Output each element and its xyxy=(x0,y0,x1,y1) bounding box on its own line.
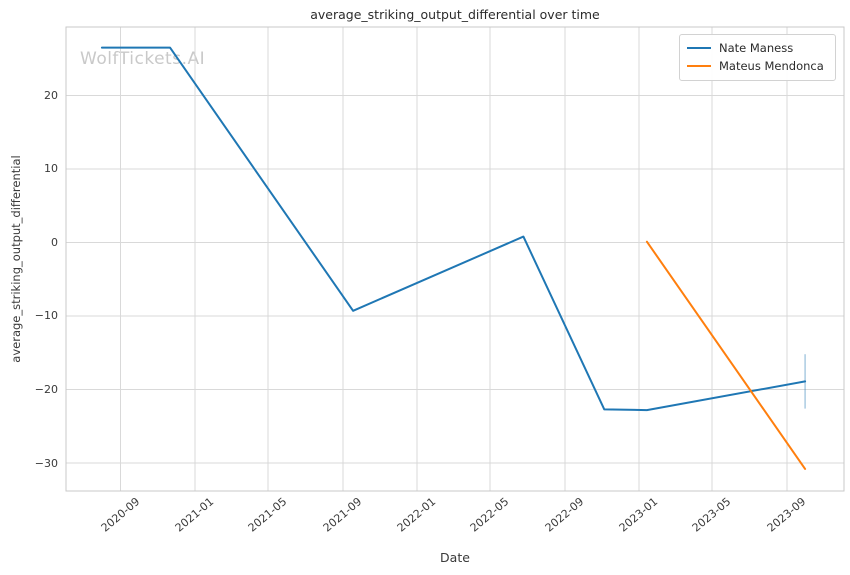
legend-line-swatch-orange xyxy=(687,65,711,67)
series-line-orange xyxy=(645,240,807,470)
legend: Nate Maness Mateus Mendonca xyxy=(679,34,836,81)
y-tick-label: 20 xyxy=(44,89,58,102)
legend-label: Mateus Mendonca xyxy=(719,59,824,73)
chart-title: average_striking_output_differential ove… xyxy=(310,7,600,22)
y-axis-label: average_striking_output_differential xyxy=(9,155,23,363)
plot-border xyxy=(65,26,845,492)
y-tick-label: 10 xyxy=(44,162,58,175)
legend-item-mateus-mendonca: Mateus Mendonca xyxy=(687,58,826,74)
y-tick-label: 0 xyxy=(51,236,58,249)
y-tick-label: −10 xyxy=(34,309,58,322)
legend-line-swatch-blue xyxy=(687,47,711,49)
series-line-blue xyxy=(100,46,807,412)
x-axis-label: Date xyxy=(440,550,470,565)
legend-label: Nate Maness xyxy=(719,41,794,55)
y-tick-label: −30 xyxy=(34,457,58,470)
legend-item-nate-maness: Nate Maness xyxy=(687,40,826,56)
y-tick-label: −20 xyxy=(34,383,58,396)
